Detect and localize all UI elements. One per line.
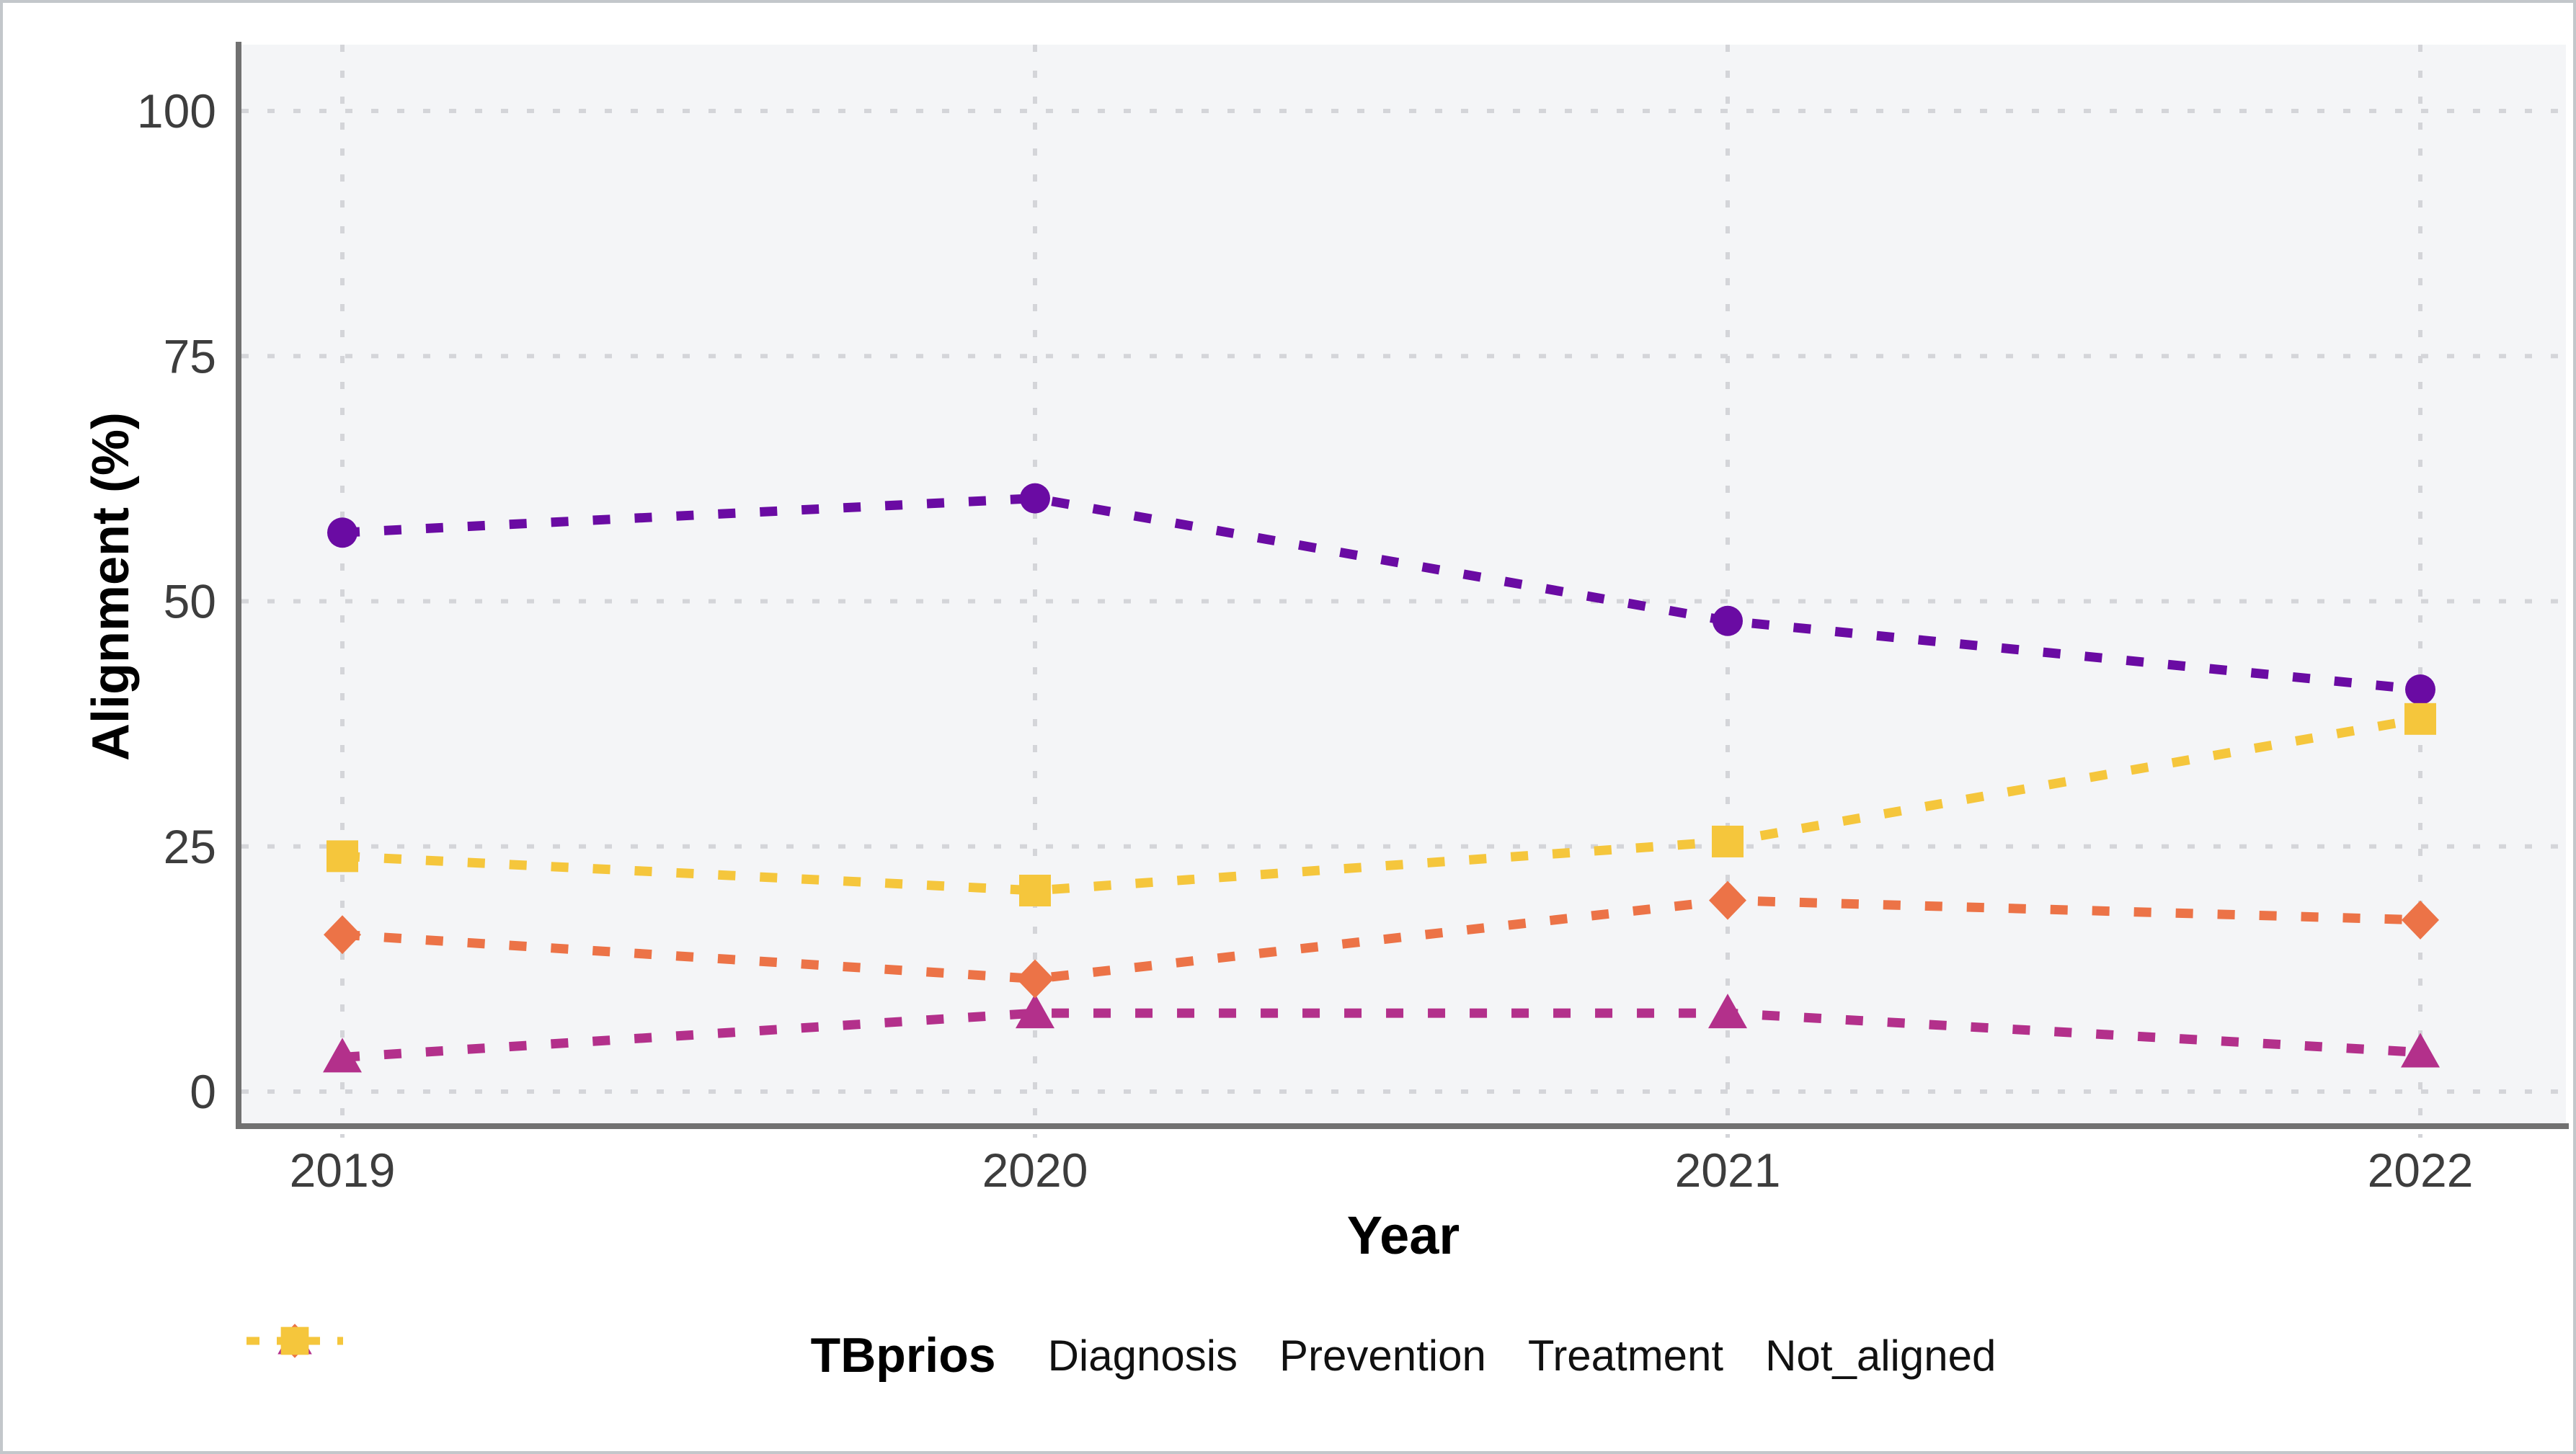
data-point-prevention-2019 (323, 1038, 362, 1073)
data-point-not_aligned-2021 (1712, 825, 1744, 857)
gridlines (241, 45, 2566, 1138)
data-point-not_aligned-2020 (1019, 874, 1051, 906)
x-axis-title: Year (1346, 1205, 1460, 1265)
legend-label: Diagnosis (1047, 1331, 1238, 1380)
legend-label: Not_aligned (1765, 1331, 1997, 1380)
tick-labels: 0 25 50 75 100 2019 2020 2021 2022 (137, 84, 2474, 1197)
data-point-diagnosis-2021 (1713, 605, 1743, 636)
data-point-treatment-2020 (1016, 959, 1054, 999)
y-tick-label: 0 (190, 1065, 216, 1118)
legend-label: Treatment (1527, 1331, 1724, 1380)
data-point-not_aligned-2022 (2404, 703, 2436, 735)
data-point-treatment-2022 (2402, 900, 2439, 940)
x-tick-label: 2019 (290, 1143, 396, 1197)
series-line-diagnosis (342, 494, 2421, 695)
plot-canvas: 0 25 50 75 100 2019 2020 2021 2022 (137, 42, 2569, 1197)
y-tick-label: 25 (164, 820, 216, 873)
legend-key-square-icon (247, 1326, 343, 1355)
legend-items: Diagnosis Prevention Treatment Not_aligned (247, 1324, 1997, 1381)
data-point-prevention-2021 (1708, 994, 1747, 1029)
legend-item-treatment: Treatment (247, 1324, 1724, 1381)
series-layer (323, 483, 2440, 1073)
x-tick-label: 2022 (2368, 1143, 2474, 1197)
plot-panel (241, 45, 2566, 1123)
data-point-treatment-2021 (1709, 880, 1746, 920)
data-point-not_aligned-2019 (327, 840, 358, 873)
y-tick-label: 75 (164, 329, 216, 383)
data-point-diagnosis-2022 (2405, 674, 2435, 705)
data-point-diagnosis-2019 (327, 517, 357, 548)
data-point-treatment-2019 (324, 915, 361, 955)
legend-title: TBprios (810, 1328, 996, 1383)
legend-item-diagnosis: Diagnosis (247, 1327, 1238, 1381)
legend-item-not_aligned: Not_aligned (247, 1326, 1997, 1381)
x-tick-label: 2020 (982, 1143, 1088, 1197)
y-tick-label: 100 (137, 84, 216, 138)
x-tick-label: 2021 (1675, 1143, 1781, 1197)
legend-key-marker (280, 1326, 309, 1355)
data-point-prevention-2020 (1016, 994, 1054, 1029)
y-axis-title: Alignment (%) (82, 412, 140, 761)
series-line-not_aligned (342, 714, 2422, 896)
legend: TBprios Diagnosis Prevention Treatment Not_… (241, 1308, 2566, 1402)
data-point-diagnosis-2020 (1020, 483, 1050, 514)
legend-item-prevention: Prevention (247, 1324, 1486, 1381)
legend-label: Prevention (1279, 1331, 1486, 1380)
data-point-prevention-2022 (2401, 1032, 2440, 1068)
series-line-treatment (342, 896, 2421, 984)
y-tick-label: 50 (164, 575, 216, 628)
series-line-prevention (342, 1008, 2421, 1062)
axis-lines (236, 42, 2569, 1129)
